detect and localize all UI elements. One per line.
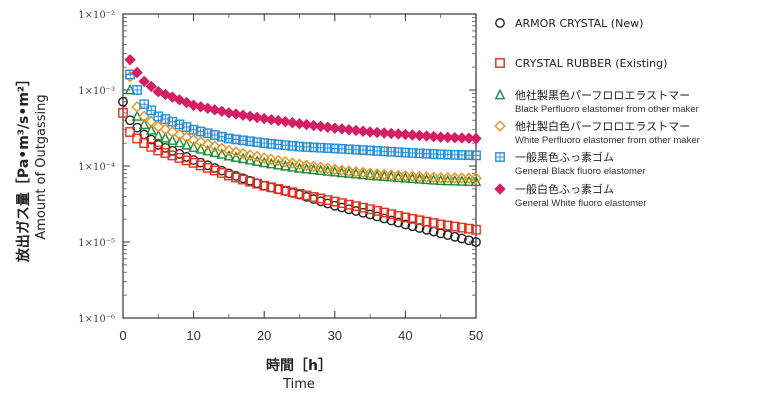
x-tick-label: 0 (119, 328, 126, 343)
legend: ARMOR CRYSTAL (New) CRYSTAL RUBBER (Exist… (495, 17, 700, 209)
legend-label: 一般黒色ふっ素ゴム (515, 150, 614, 164)
legend-marker (496, 19, 504, 27)
legend-item: 他社製白色パーフロロエラストマー White Perfluoro elastome… (495, 119, 700, 146)
series-layer (119, 55, 481, 246)
legend-item: ARMOR CRYSTAL (New) (496, 17, 644, 30)
legend-marker (495, 121, 505, 131)
data-point (125, 55, 135, 65)
legend-marker (496, 59, 504, 67)
legend-label: 他社製黒色パーフロロエラストマー (515, 88, 690, 102)
x-tick-label: 40 (398, 328, 412, 343)
legend-label: ARMOR CRYSTAL (New) (515, 17, 643, 30)
x-tick-label: 50 (469, 328, 483, 343)
legend-marker (496, 90, 504, 98)
legend-sublabel: General Black fluoro elastomer (515, 166, 645, 177)
legend-sublabel: General White fluoro elastomer (515, 198, 646, 209)
x-tick-label: 30 (328, 328, 342, 343)
legend-label: 一般白色ふっ素ゴム (515, 182, 614, 196)
y-axis-ticks: 1×10⁻² 1×10⁻³ 1×10⁻⁴ 1×10⁻⁵ 1×10⁻⁶ (78, 10, 476, 325)
y-tick-label: 1×10⁻³ (78, 86, 115, 97)
legend-item: CRYSTAL RUBBER (Existing) (496, 57, 668, 70)
y-tick-label: 1×10⁻⁵ (78, 238, 115, 249)
data-point (471, 134, 481, 144)
legend-item: 一般黒色ふっ素ゴム General Black fluoro elastomer (496, 150, 646, 177)
legend-sublabel: White Perfluoro elastomer from other mak… (515, 135, 700, 146)
y-axis-title: 放出ガス量［Pa•m³/s•m²］ Amount of Outgassing (15, 72, 49, 263)
y-tick-label: 1×10⁻² (78, 10, 115, 21)
data-point (443, 173, 453, 183)
legend-label: CRYSTAL RUBBER (Existing) (515, 57, 667, 70)
plot-frame (123, 14, 476, 318)
x-axis-title-ja: 時間［h］ (266, 357, 332, 374)
plot-border (123, 14, 476, 318)
series-4 (125, 72, 481, 183)
y-axis-title-ja: 放出ガス量［Pa•m³/s•m²］ (15, 72, 32, 263)
legend-sublabel: Black Perfluoro elastomer from other mak… (515, 104, 699, 115)
y-axis-title-en: Amount of Outgassing (34, 94, 49, 239)
legend-item: 他社製黒色パーフロロエラストマー Black Perfluoro elastome… (496, 88, 699, 115)
legend-item: 一般白色ふっ素ゴム General White fluoro elastomer (495, 182, 646, 209)
y-tick-label: 1×10⁻⁶ (78, 314, 115, 325)
legend-marker (496, 153, 504, 161)
legend-marker (495, 184, 505, 194)
x-tick-label: 20 (257, 328, 271, 343)
x-tick-label: 10 (186, 328, 200, 343)
y-tick-label: 1×10⁻⁴ (78, 162, 115, 173)
legend-label: 他社製白色パーフロロエラストマー (515, 119, 690, 133)
x-axis-title-en: Time (282, 377, 315, 392)
